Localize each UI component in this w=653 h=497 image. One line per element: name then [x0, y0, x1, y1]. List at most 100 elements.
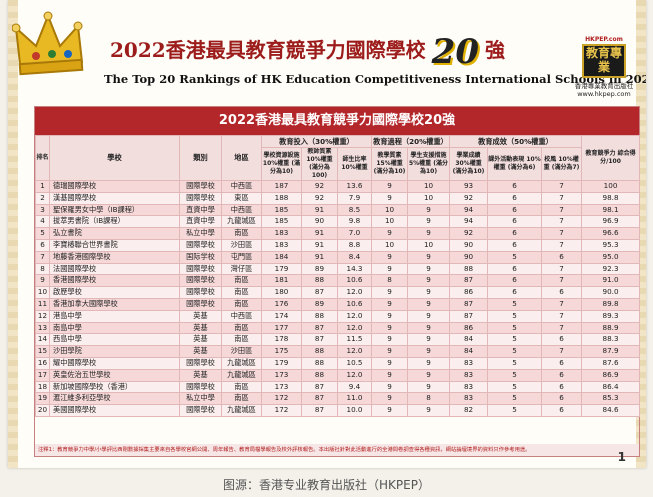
cell-rank: 13 [35, 321, 50, 335]
cell-resources: 172 [261, 404, 302, 417]
cell-total: 87.9 [581, 345, 641, 358]
table-row: 6 李寶椿聯合世界書院 國際學校 沙田區 183 91 8.8 10 10 90 6 7 95.3 [35, 238, 641, 252]
table-row: 3 聖保羅男女中學（IB課程） 直資中學 中西區 185 91 8.5 10 9 94 6 7 98.1 [35, 203, 641, 217]
table-row: 11 香港加拿大國際學校 國際學校 南區 176 89 10.6 9 9 87 5 7 89.8 [35, 297, 641, 311]
cell-resources: 172 [261, 392, 302, 406]
cell-extra: 6 [487, 203, 543, 217]
cell-ethos: 7 [541, 180, 583, 193]
cell-ethos: 6 [541, 250, 583, 264]
col-teachers: 教師質素 10%權重 (滿分為100) [301, 147, 338, 181]
table-row: 20 美國國際學校 國際學校 九龍城區 172 87 10.0 9 9 82 5 6 84.6 [35, 404, 641, 417]
cell-teachers: 87 [301, 404, 338, 417]
cell-teachers: 87 [301, 333, 338, 347]
cell-total: 92.3 [581, 262, 641, 276]
cell-school: 沙田學院 [49, 345, 180, 358]
cell-quality: 9 [371, 297, 409, 311]
cell-support: 9 [407, 227, 451, 240]
cell-rank: 9 [35, 274, 50, 288]
cell-district: 東區 [221, 191, 262, 205]
cell-academic: 84 [449, 345, 489, 358]
col-resources: 學校資源設施 10%權重 (滿分為10) [261, 147, 302, 181]
cell-quality: 9 [371, 321, 409, 335]
cell-district: 中西區 [221, 309, 262, 323]
cell-resources: 183 [261, 238, 302, 252]
cell-total: 89.8 [581, 297, 641, 311]
cell-academic: 87 [449, 297, 489, 311]
cell-school: 拔萃男書院（IB課程） [49, 215, 180, 229]
cell-ethos: 6 [541, 404, 583, 417]
cell-total: 95.0 [581, 250, 641, 264]
cell-teachers: 88 [301, 356, 338, 370]
cell-district: 南區 [221, 333, 262, 347]
cell-ethos: 6 [541, 392, 583, 406]
cell-academic: 83 [449, 356, 489, 370]
cell-support: 9 [407, 215, 451, 229]
cell-academic: 86 [449, 286, 489, 299]
cell-quality: 9 [371, 380, 409, 394]
cell-resources: 180 [261, 286, 302, 299]
cell-resources: 187 [261, 180, 302, 193]
cell-ethos: 7 [541, 274, 583, 288]
cell-academic: 90 [449, 250, 489, 264]
cell-resources: 185 [261, 215, 302, 229]
cell-rank: 3 [35, 203, 50, 217]
cell-extra: 5 [487, 380, 543, 394]
cell-support: 9 [407, 309, 451, 323]
cell-total: 95.3 [581, 238, 641, 252]
cell-total: 96.6 [581, 227, 641, 240]
cell-school: 滙江維多利亞學校 [49, 392, 180, 406]
cell-type: 英基 [179, 368, 222, 382]
cell-rank: 16 [35, 356, 50, 370]
cell-academic: 86 [449, 321, 489, 335]
cell-extra: 5 [487, 345, 543, 358]
cell-district: 南區 [221, 274, 262, 288]
cell-teachers: 92 [301, 180, 338, 193]
cell-support: 9 [407, 356, 451, 370]
cell-rank: 7 [35, 250, 50, 264]
col-total: 教育競爭力 綜合得分/100 [581, 135, 641, 181]
cell-extra: 5 [487, 309, 543, 323]
cell-rank: 10 [35, 286, 50, 299]
cell-total: 88.3 [581, 333, 641, 347]
cell-quality: 10 [371, 203, 409, 217]
cell-total: 88.9 [581, 321, 641, 335]
cell-type: 英基 [179, 321, 222, 335]
cell-ethos: 7 [541, 227, 583, 240]
cell-teachers: 89 [301, 297, 338, 311]
cell-district: 南區 [221, 297, 262, 311]
cell-resources: 177 [261, 321, 302, 335]
cell-quality: 9 [371, 309, 409, 323]
cell-rank: 17 [35, 368, 50, 382]
cell-quality: 9 [371, 250, 409, 264]
page-subtitle: The Top 20 Rankings of HK Education Comp… [104, 72, 646, 86]
cell-rank: 20 [35, 404, 50, 417]
cell-type: 國際學校 [179, 286, 222, 299]
cell-total: 100 [581, 180, 641, 193]
col-district: 地區 [221, 135, 262, 181]
table-row: 1 德瑞國際學校 國際學校 中西區 187 92 13.6 9 10 93 6 7 100 [35, 180, 641, 193]
cell-support: 9 [407, 297, 451, 311]
cell-school: 耀中國際學校 [49, 356, 180, 370]
cell-type: 英基 [179, 345, 222, 358]
cell-district: 灣仔區 [221, 262, 262, 276]
ranking-document: 2022香港最具教育競爭力國際學校 20 強 The Top 20 Rankings… [8, 0, 646, 468]
cell-teachers: 87 [301, 380, 338, 394]
col-ethos: 校風 10%權重 (滿分為7) [541, 147, 583, 181]
cell-ethos: 7 [541, 203, 583, 217]
cell-total: 89.3 [581, 309, 641, 323]
cell-teachers: 87 [301, 321, 338, 335]
cell-ratio: 11.5 [336, 333, 373, 347]
cell-school: 德瑞國際學校 [49, 180, 180, 193]
table-row: 8 法國國際學校 國際學校 灣仔區 179 89 14.3 9 9 88 6 7 92.3 [35, 262, 641, 276]
cell-district: 九龍城區 [221, 404, 262, 417]
cell-school: 弘立書院 [49, 227, 180, 240]
cell-total: 98.1 [581, 203, 641, 217]
cell-type: 國際學校 [179, 180, 222, 193]
cell-quality: 9 [371, 333, 409, 347]
cell-type: 國際學校 [179, 274, 222, 288]
cell-academic: 88 [449, 262, 489, 276]
cell-school: 啟歷學校 [49, 286, 180, 299]
cell-resources: 176 [261, 297, 302, 311]
cell-quality: 8 [371, 274, 409, 288]
cell-school: 法國國際學校 [49, 262, 180, 276]
